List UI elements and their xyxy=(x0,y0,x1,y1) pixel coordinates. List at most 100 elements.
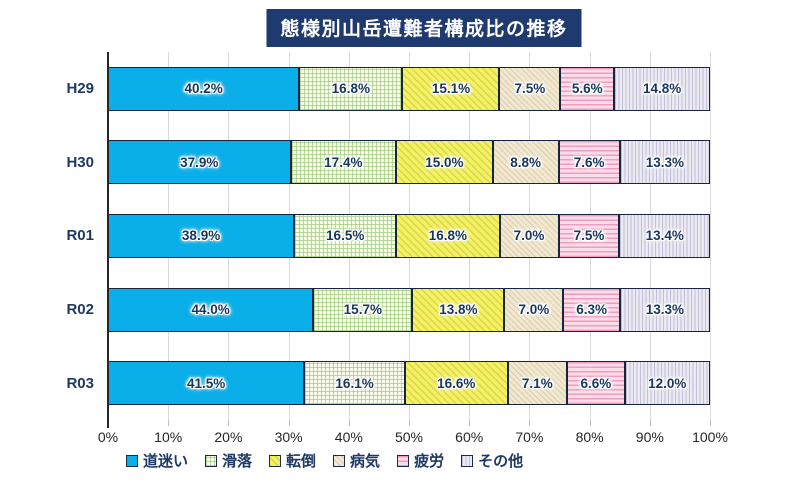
bar-row: R03 41.5% 16.1% 16.6% 7.1% 6.6% 12.0% xyxy=(66,346,710,420)
segment-value-label: 14.8% xyxy=(642,81,682,97)
segment-value-label: 7.6% xyxy=(573,154,605,170)
bar-segment-fatigue: 6.6% xyxy=(567,361,625,406)
legend-label: その他 xyxy=(478,453,524,470)
legend-item-lost: 道迷い xyxy=(126,450,188,471)
bar-segment-other: 13.3% xyxy=(619,140,711,185)
segment-value-label: 8.8% xyxy=(510,154,541,170)
bar-segment-other: 13.3% xyxy=(619,287,710,332)
legend-item-illness: 病気 xyxy=(333,450,380,471)
category-label: H29 xyxy=(66,80,94,98)
x-tick-label: 10% xyxy=(154,429,183,445)
segment-value-label: 6.3% xyxy=(576,302,608,318)
segment-value-label: 6.6% xyxy=(580,375,612,391)
segment-value-label: 7.5% xyxy=(514,81,546,97)
bar-segment-illness: 7.0% xyxy=(499,213,559,258)
legend-swatch xyxy=(126,454,138,467)
segment-value-label: 15.7% xyxy=(343,302,382,318)
legend-item-tumble: 転倒 xyxy=(269,450,316,471)
x-tick-label: 0% xyxy=(97,429,119,445)
bar-segment-illness: 7.1% xyxy=(507,361,568,406)
stacked-bar: 37.9% 17.4% 15.0% 8.8% 7.6% 13.3% xyxy=(108,140,711,185)
bar-segment-tumble: 16.6% xyxy=(404,361,508,406)
bar-segment-tumble: 13.8% xyxy=(412,287,505,332)
bar-segment-other: 12.0% xyxy=(624,361,710,406)
segment-value-label: 16.5% xyxy=(326,228,365,244)
x-axis-labels: 0% 10% 20% 30% 40% 50% 60% 70% 80% 90% 100% xyxy=(98,429,728,447)
bar-segment-illness: 8.8% xyxy=(492,140,559,185)
axis-tick xyxy=(288,420,290,426)
chart-title: 態様別山岳遭難者構成比の推移 xyxy=(266,9,582,47)
axis-tick xyxy=(348,420,350,426)
legend-swatch xyxy=(269,454,282,467)
segment-value-label: 7.0% xyxy=(513,228,545,244)
y-axis-line xyxy=(107,52,109,428)
legend-item-other: その他 xyxy=(461,450,523,471)
category-label: R03 xyxy=(66,374,94,392)
segment-value-label: 12.0% xyxy=(648,375,687,391)
bar-segment-lost: 37.9% xyxy=(108,140,291,185)
bar-row: R01 38.9% 16.5% 16.8% 7.0% 7.5% 13.4% xyxy=(66,199,710,273)
x-tick-label: 100% xyxy=(692,429,728,445)
bar-row: H30 37.9% 17.4% 15.0% 8.8% 7.6% 13.3% xyxy=(66,126,711,200)
segment-value-label: 16.8% xyxy=(331,81,370,97)
axis-tick xyxy=(589,420,591,426)
x-tick-label: 30% xyxy=(274,429,303,445)
legend: 道迷い 滑落 転倒 病気 疲労 その他 xyxy=(126,450,523,471)
segment-value-label: 38.9% xyxy=(181,228,221,244)
category-label: H30 xyxy=(66,153,94,171)
bar-segment-lost: 44.0% xyxy=(108,287,314,332)
bar-segment-slip-fall: 16.1% xyxy=(304,361,405,406)
segment-value-label: 13.3% xyxy=(645,302,685,318)
segment-value-label: 13.8% xyxy=(439,302,478,318)
bar-segment-slip-fall: 15.7% xyxy=(313,287,413,332)
plot-area: H29 40.2% 16.8% 15.1% 7.5% 5.6% 14.8% H30 37.9% 1… xyxy=(66,52,728,445)
legend-swatch xyxy=(205,454,218,467)
legend-label: 道迷い xyxy=(143,453,189,470)
bar-segment-slip-fall: 17.4% xyxy=(290,140,397,185)
axis-tick xyxy=(649,420,651,426)
bar-segment-lost: 40.2% xyxy=(108,66,300,111)
segment-value-label: 15.0% xyxy=(425,154,464,170)
axis-tick xyxy=(469,420,471,426)
x-tick-label: 50% xyxy=(394,429,424,445)
segment-value-label: 41.5% xyxy=(186,375,226,391)
legend-label: 病気 xyxy=(350,453,381,470)
segment-value-label: 40.2% xyxy=(184,81,223,97)
bar-row: H29 40.2% 16.8% 15.1% 7.5% 5.6% 14.8% xyxy=(66,52,710,126)
legend-label: 疲労 xyxy=(414,453,445,470)
segment-value-label: 44.0% xyxy=(191,302,230,318)
bar-segment-tumble: 15.1% xyxy=(402,66,500,111)
legend-swatch xyxy=(333,454,346,467)
stacked-bar: 40.2% 16.8% 15.1% 7.5% 5.6% 14.8% xyxy=(108,66,710,111)
segment-value-label: 17.4% xyxy=(324,154,363,170)
segment-value-label: 7.1% xyxy=(521,375,553,391)
segment-value-label: 16.8% xyxy=(428,228,468,244)
legend-label: 転倒 xyxy=(286,453,317,470)
bar-segment-slip-fall: 16.5% xyxy=(294,213,397,258)
bar-segment-other: 14.8% xyxy=(614,66,710,111)
axis-tick xyxy=(228,420,230,426)
legend-swatch xyxy=(397,454,410,467)
x-axis-ticks xyxy=(108,420,711,427)
x-tick-label: 20% xyxy=(214,429,243,445)
segment-value-label: 5.6% xyxy=(571,81,603,97)
segment-value-label: 13.3% xyxy=(645,154,685,170)
bar-segment-fatigue: 7.6% xyxy=(558,140,620,185)
stacked-bar: 41.5% 16.1% 16.6% 7.1% 6.6% 12.0% xyxy=(108,361,710,406)
segment-value-label: 7.5% xyxy=(573,228,605,244)
bar-segment-illness: 7.5% xyxy=(499,66,561,111)
stacked-bar: 38.9% 16.5% 16.8% 7.0% 7.5% 13.4% xyxy=(108,213,710,258)
bar-segment-fatigue: 7.5% xyxy=(558,213,620,258)
gridline xyxy=(710,52,711,420)
segment-value-label: 37.9% xyxy=(180,154,219,170)
axis-tick xyxy=(409,420,410,426)
x-tick-label: 90% xyxy=(635,429,664,445)
legend-label: 滑落 xyxy=(222,453,253,470)
legend-swatch xyxy=(461,454,474,467)
axis-tick xyxy=(710,420,711,426)
bar-row: R02 44.0% 15.7% 13.8% 7.0% 6.3% 13.3% xyxy=(66,273,710,347)
segment-value-label: 13.4% xyxy=(645,228,684,244)
bar-segment-lost: 41.5% xyxy=(108,361,305,406)
bar-rows: H29 40.2% 16.8% 15.1% 7.5% 5.6% 14.8% H30 37.9% 1… xyxy=(66,52,711,420)
